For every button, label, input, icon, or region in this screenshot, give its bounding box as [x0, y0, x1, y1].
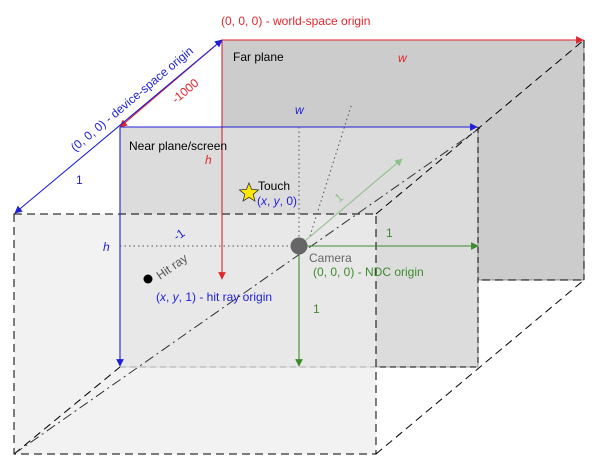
- near-width-label: w: [295, 103, 305, 117]
- touch-coords-label: (x, y, 0): [257, 194, 297, 208]
- touch-star-icon: [238, 181, 260, 202]
- camera-label: Camera: [309, 251, 352, 265]
- box-edge-bottom-left: [13, 366, 121, 455]
- camera-dot: [290, 237, 308, 255]
- device-depth-label: 1: [76, 173, 83, 187]
- touch-label: Touch: [258, 179, 290, 193]
- box-edge-top-right: [375, 39, 585, 215]
- device-depth-axis: [14, 39, 223, 214]
- ndc-origin-label: (0, 0, 0) - NDC origin: [313, 265, 424, 279]
- far-width-label: w: [398, 51, 408, 65]
- center-diagonal-guide: [309, 102, 353, 237]
- box-edge-bottom-right: [375, 279, 585, 455]
- front-face: [13, 213, 377, 455]
- ndc-x-one-label: 1: [386, 226, 393, 240]
- far-plane-label: Far plane: [233, 50, 284, 64]
- hit-origin-label: (x, y, 1) - hit ray origin: [156, 290, 272, 304]
- hit-ray: [13, 127, 481, 455]
- ndc-y-one-label: 1: [313, 302, 320, 316]
- ndc-z-axis: [298, 158, 403, 247]
- near-height-label: h: [205, 153, 212, 167]
- front-height-label: h: [103, 240, 110, 254]
- hit-ray-origin-dot: [143, 274, 153, 284]
- near-plane-label: Near plane/screen: [129, 139, 227, 153]
- world-origin-label: (0, 0, 0) - world-space origin: [221, 14, 370, 28]
